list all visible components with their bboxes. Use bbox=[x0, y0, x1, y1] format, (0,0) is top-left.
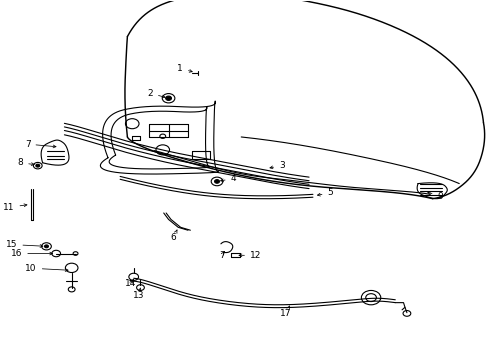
Text: 1: 1 bbox=[177, 64, 192, 73]
Text: 3: 3 bbox=[269, 161, 284, 170]
Text: 7: 7 bbox=[219, 251, 224, 260]
Text: 16: 16 bbox=[11, 249, 52, 258]
Text: 7: 7 bbox=[25, 140, 56, 149]
Text: 2: 2 bbox=[147, 89, 165, 98]
Text: 8: 8 bbox=[18, 158, 34, 167]
Circle shape bbox=[214, 180, 219, 183]
Text: 14: 14 bbox=[125, 279, 136, 288]
Text: 4: 4 bbox=[220, 174, 236, 183]
Circle shape bbox=[165, 96, 171, 100]
Circle shape bbox=[44, 245, 48, 248]
Text: 17: 17 bbox=[280, 306, 291, 318]
Text: 13: 13 bbox=[133, 288, 144, 300]
Text: 15: 15 bbox=[6, 240, 43, 249]
Text: 5: 5 bbox=[317, 188, 332, 197]
Text: 11: 11 bbox=[3, 203, 27, 212]
Text: 12: 12 bbox=[239, 251, 261, 260]
Text: 10: 10 bbox=[25, 264, 68, 273]
Text: 6: 6 bbox=[170, 230, 177, 242]
Text: 9: 9 bbox=[427, 192, 442, 201]
Circle shape bbox=[36, 164, 40, 167]
